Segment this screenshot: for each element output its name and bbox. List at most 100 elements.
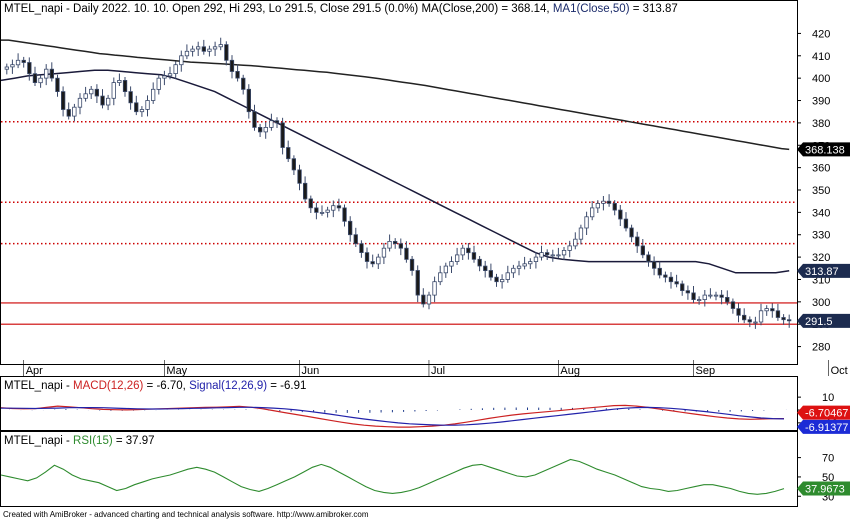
candle-body [184, 50, 190, 57]
candle-body [218, 44, 223, 48]
candle-body [38, 77, 43, 84]
rsi-header-label: RSI(15) [73, 435, 113, 447]
macd-tick-label: 10 [822, 392, 834, 404]
time-tick-label: Jul [431, 365, 445, 377]
header-ma50-value: = 313.87 [630, 3, 678, 15]
rsi-panel-header: MTEL_napi - RSI(15) = 37.97 [4, 435, 155, 447]
ma50-badge-bg [797, 263, 850, 278]
candle-body [736, 308, 741, 316]
candle-body [595, 202, 600, 209]
candle-body [156, 77, 161, 90]
candle-body [100, 95, 105, 106]
macd-panel-header: MTEL_napi - MACD(12,26) = -6.70, Signal(… [4, 380, 306, 392]
candle-body [314, 207, 319, 213]
rsi-header-ticker: MTEL_napi [4, 435, 63, 447]
candle-body [207, 48, 212, 52]
candle-body [466, 247, 471, 254]
time-axis: Apr May Jun Jul Aug Sep Oct [23, 360, 848, 377]
price-tick-label: 400 [812, 73, 830, 85]
candle-body [787, 319, 792, 322]
support-resistance-levels [1, 121, 797, 325]
candle-body [364, 252, 370, 262]
candle-body [128, 91, 133, 104]
candle-body [781, 317, 786, 321]
candle-body [134, 102, 139, 113]
candle-body [640, 245, 645, 256]
ma50-line [0, 69, 790, 274]
candle-body [415, 270, 420, 296]
candle-body [657, 267, 662, 276]
candle-body [319, 211, 325, 214]
footer-credit: Created with AmiBroker - advanced charti… [3, 510, 369, 519]
macd-line [0, 404, 785, 428]
candle-body [561, 249, 567, 256]
candle-body [606, 200, 612, 204]
candle-body [224, 44, 229, 61]
candle-body [697, 299, 702, 302]
candle-body [528, 261, 533, 265]
macd-indicator: 100-10 [0, 392, 838, 430]
candle-body [713, 294, 719, 297]
candle-body [567, 245, 572, 251]
candle-body [392, 240, 398, 244]
candle-body [347, 220, 353, 236]
macd-header-macd-value: = -6.70, [143, 380, 189, 392]
candle-body [66, 109, 71, 117]
candle-body [381, 247, 387, 258]
candle-body [229, 59, 235, 72]
candle-body [578, 227, 584, 240]
candle-body [499, 279, 505, 283]
candle-body [494, 276, 499, 283]
macd-header-ticker: MTEL_napi [4, 380, 63, 392]
candle-body [44, 68, 49, 79]
candle-body [477, 258, 482, 267]
candle-body [421, 294, 426, 305]
time-tick-label: Jun [302, 365, 320, 377]
candle-body [426, 294, 432, 305]
time-tick-label: Aug [560, 365, 580, 377]
candle-body [61, 91, 66, 110]
candle-body [336, 205, 342, 209]
candle-body [195, 46, 201, 50]
candle-body [257, 127, 263, 133]
price-tick-label: 320 [812, 252, 830, 264]
signal-badge-text: -6.91377 [805, 422, 848, 434]
candle-body [179, 55, 184, 66]
macd-panel-frame [0, 376, 798, 431]
price-tick-label: 350 [812, 185, 830, 197]
price-panel-header: MTEL_napi - Daily 2022. 10. 10. Open 292… [4, 3, 678, 15]
rsi-tick-label: 70 [822, 453, 834, 465]
candle-body [409, 258, 415, 271]
candle-body [106, 97, 111, 106]
candlesticks [4, 37, 792, 329]
ma200-badge-text: 368.138 [805, 144, 845, 156]
candle-body [241, 77, 246, 90]
candle-body [212, 46, 218, 50]
candle-body [668, 276, 674, 283]
candle-body [376, 256, 381, 265]
candle-body [4, 66, 9, 70]
candle-body [663, 274, 668, 278]
candle-body [753, 321, 758, 324]
candle-body [235, 71, 240, 79]
candle-body [516, 265, 522, 269]
candle-body [702, 294, 707, 301]
close-badge-text: 291.5 [805, 316, 833, 328]
rsi-badge-bg [797, 481, 850, 496]
candle-body [72, 106, 77, 117]
macd-header-macd-label: MACD(12,26) [73, 380, 143, 392]
candle-body [758, 310, 764, 323]
candle-body [263, 127, 268, 133]
candle-body [269, 120, 274, 128]
candle-body [454, 254, 460, 262]
price-panel-frame [0, 0, 798, 365]
time-tick-label: Sep [696, 365, 716, 377]
candle-body [201, 46, 207, 52]
candle-body [252, 111, 257, 128]
candle-body [302, 182, 308, 200]
ma200-line [1, 39, 790, 151]
candle-body [635, 236, 640, 247]
candle-body [685, 290, 690, 294]
candle-body [438, 272, 443, 283]
